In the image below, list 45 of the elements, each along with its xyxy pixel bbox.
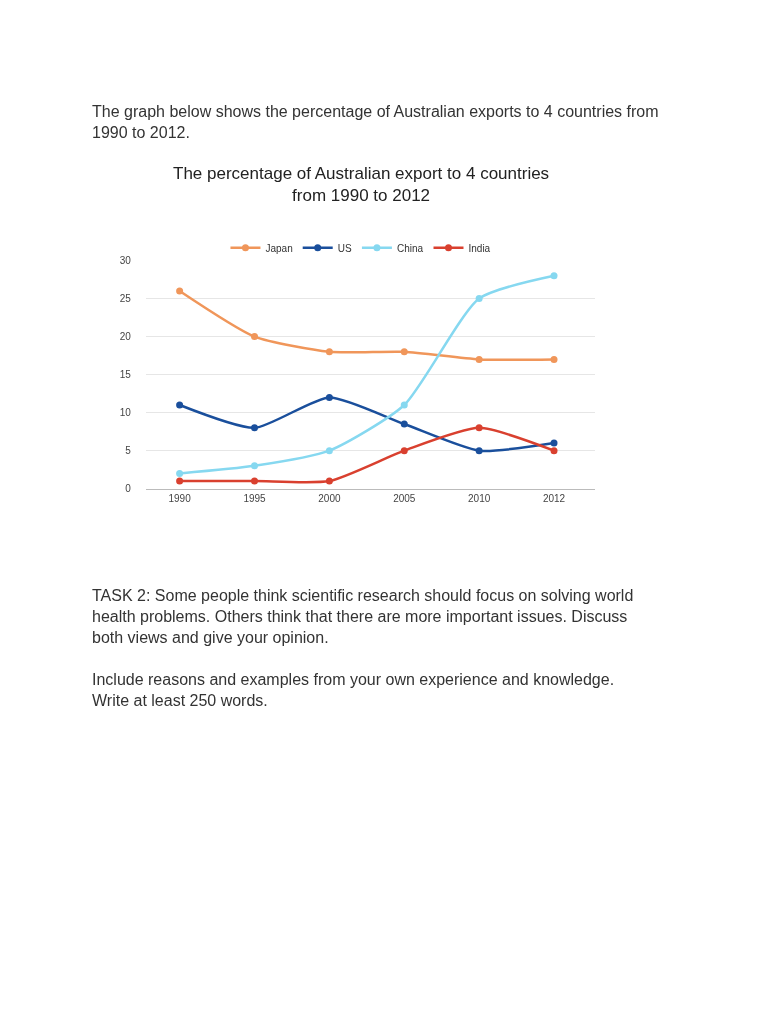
x-tick-label: 1995 — [243, 492, 267, 504]
point — [475, 447, 483, 455]
y-tick-label: 25 — [119, 293, 132, 305]
x-tick-label: 2012 — [542, 492, 566, 504]
point — [251, 477, 258, 485]
legend-label: Japan — [265, 242, 293, 254]
y-tick-label: 10 — [119, 407, 132, 419]
point — [475, 295, 483, 303]
x-tick-label: 1990 — [168, 492, 192, 504]
y-tick-label: 20 — [119, 331, 132, 343]
point — [176, 401, 184, 409]
legend-label: India — [468, 242, 491, 254]
point — [176, 477, 184, 485]
point — [550, 272, 558, 280]
point — [550, 439, 558, 447]
point — [251, 424, 258, 432]
text: The graph below shows the percentage of Australian exports to 4 countries from 1990 to 2012. — [92, 103, 659, 141]
point — [325, 348, 333, 356]
point — [325, 447, 333, 455]
chart-title: The percentage of Australian export to 4 countries from 1990 to 2012 — [173, 164, 550, 206]
point — [325, 477, 333, 485]
x-tick-label: 2010 — [468, 492, 491, 504]
point — [550, 355, 558, 363]
legend-label: China — [396, 242, 424, 254]
point — [475, 355, 483, 363]
x-tick-label: 2005 — [393, 492, 416, 504]
y-tick-label: 5 — [125, 445, 132, 457]
point — [176, 469, 184, 477]
legend-label: US — [337, 242, 352, 254]
text: Include reasons and examples from your own experience and knowledge. Write at least 250 words. — [92, 671, 615, 709]
point — [251, 333, 258, 341]
y-tick-label: 15 — [119, 369, 132, 381]
point — [400, 447, 408, 455]
point — [400, 348, 408, 356]
y-tick-label: 30 — [119, 255, 132, 267]
point — [475, 424, 483, 432]
point — [400, 401, 408, 409]
point — [550, 447, 558, 455]
text: TASK 2: Some people think scientific research should focus on solving world health problems. Others think that there are more important issues. Discuss both views and give your opinion. — [92, 587, 634, 646]
point — [251, 462, 258, 470]
point — [400, 420, 408, 428]
point — [325, 393, 333, 401]
point — [176, 287, 184, 295]
y-tick-label: 0 — [125, 483, 132, 495]
x-tick-label: 2000 — [318, 492, 341, 504]
